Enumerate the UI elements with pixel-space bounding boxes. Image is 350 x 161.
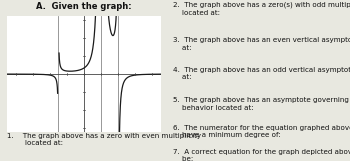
Text: 2.  The graph above has a zero(s) with odd multiplicity
    located at:: 2. The graph above has a zero(s) with od…: [173, 2, 350, 16]
Text: 5.  The graph above has an asymptote governing end
    behavior located at:: 5. The graph above has an asymptote gove…: [173, 97, 350, 111]
Text: 6.  The numerator for the equation graphed above would
    have a minimum degree: 6. The numerator for the equation graphe…: [173, 125, 350, 138]
Text: 7.  A correct equation for the graph depicted above would
    be:: 7. A correct equation for the graph depi…: [173, 149, 350, 161]
Text: 4.  The graph above has an odd vertical asymptote located
    at:: 4. The graph above has an odd vertical a…: [173, 67, 350, 80]
Text: A.  Given the graph:: A. Given the graph:: [36, 2, 132, 11]
Text: 1.    The graph above has a zero with even multiplicity
        located at:: 1. The graph above has a zero with even …: [7, 133, 201, 146]
Text: 3.  The graph above has an even vertical asymptote located
    at:: 3. The graph above has an even vertical …: [173, 37, 350, 51]
